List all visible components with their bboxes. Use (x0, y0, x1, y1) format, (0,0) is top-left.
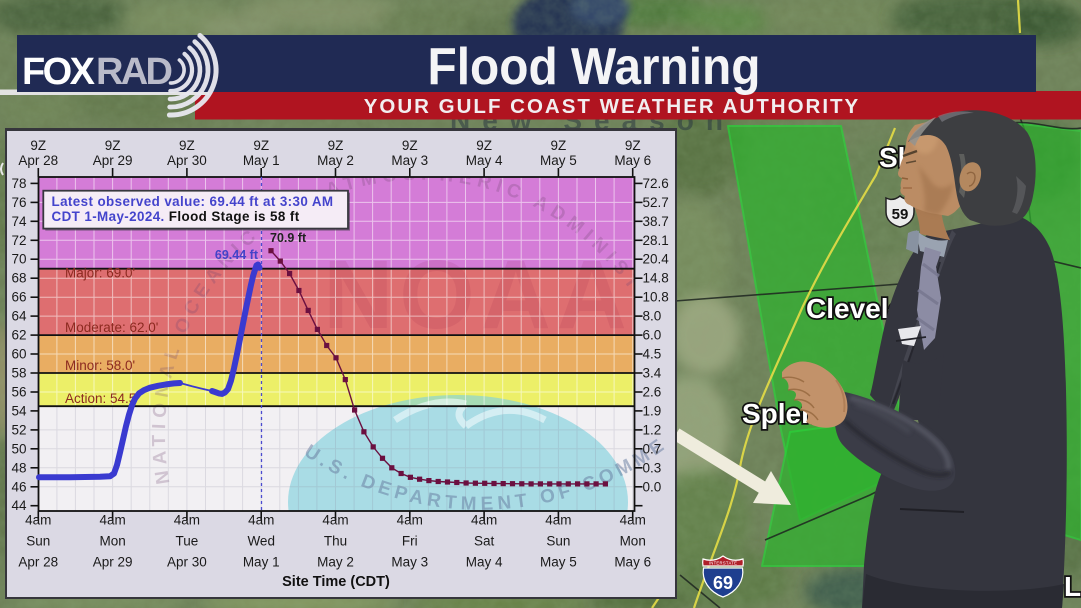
svg-text:52: 52 (11, 422, 26, 437)
svg-text:Major: 69.0': Major: 69.0' (65, 266, 135, 281)
svg-text:1.9: 1.9 (643, 403, 662, 418)
svg-text:May 1: May 1 (243, 153, 280, 168)
svg-text:0.0: 0.0 (643, 479, 662, 494)
svg-text:74: 74 (11, 214, 27, 229)
svg-text:4am: 4am (99, 513, 125, 528)
svg-text:58: 58 (11, 366, 26, 381)
svg-text:50: 50 (11, 441, 26, 456)
svg-text:May 2: May 2 (317, 555, 354, 570)
svg-text:59: 59 (892, 206, 909, 223)
svg-text:NOAA: NOAA (323, 240, 633, 349)
svg-text:10.8: 10.8 (643, 290, 669, 305)
svg-text:Fri: Fri (402, 534, 418, 549)
svg-text:Moderate: 62.0': Moderate: 62.0' (65, 320, 158, 335)
svg-text:1.2: 1.2 (643, 422, 662, 437)
svg-text:4am: 4am (620, 513, 646, 528)
svg-text:0.7: 0.7 (643, 441, 662, 456)
svg-text:9Z: 9Z (328, 138, 344, 153)
svg-text:4am: 4am (174, 513, 200, 528)
svg-text:Sat: Sat (474, 534, 495, 549)
svg-text:69.44 ft: 69.44 ft (215, 248, 259, 262)
svg-text:72: 72 (11, 233, 26, 248)
svg-text:62: 62 (11, 328, 26, 343)
svg-text:4am: 4am (545, 513, 571, 528)
svg-text:INTERSTATE: INTERSTATE (709, 561, 737, 566)
svg-text:Apr 28: Apr 28 (18, 153, 58, 168)
svg-text:54: 54 (11, 403, 27, 418)
svg-text:9Z: 9Z (179, 138, 195, 153)
svg-text:9Z: 9Z (30, 138, 46, 153)
svg-text:Tue: Tue (176, 534, 199, 549)
svg-text:70: 70 (11, 252, 26, 267)
svg-text:Apr 30: Apr 30 (167, 153, 207, 168)
svg-text:May 6: May 6 (614, 153, 651, 168)
svg-text:76: 76 (11, 195, 26, 210)
svg-text:9Z: 9Z (105, 138, 121, 153)
svg-text:Wed: Wed (247, 534, 275, 549)
svg-text:20.4: 20.4 (643, 252, 670, 267)
svg-text:Latest observed value: 69.44 f: Latest observed value: 69.44 ft at 3:30 … (52, 194, 334, 209)
svg-text:60: 60 (11, 347, 26, 362)
svg-text:May 3: May 3 (391, 153, 428, 168)
svg-text:66: 66 (11, 290, 26, 305)
svg-text:46: 46 (11, 479, 26, 494)
svg-text:52.7: 52.7 (643, 195, 669, 210)
svg-text:3.4: 3.4 (643, 366, 662, 381)
svg-text:9Z: 9Z (402, 138, 418, 153)
svg-text:6.0: 6.0 (643, 328, 662, 343)
svg-text:May 5: May 5 (540, 153, 577, 168)
svg-text:69: 69 (713, 573, 733, 593)
svg-text:64: 64 (11, 309, 27, 324)
svg-text:48: 48 (11, 460, 26, 475)
svg-text:Apr 29: Apr 29 (93, 555, 133, 570)
svg-text:May 4: May 4 (466, 555, 503, 570)
svg-text:28.1: 28.1 (643, 233, 669, 248)
svg-text:38.7: 38.7 (643, 214, 669, 229)
svg-text:68: 68 (11, 271, 26, 286)
svg-text:Apr 30: Apr 30 (167, 555, 207, 570)
svg-text:4am: 4am (471, 513, 497, 528)
svg-text:Minor: 58.0': Minor: 58.0' (65, 358, 135, 373)
svg-text:Site Time (CDT): Site Time (CDT) (282, 574, 390, 590)
svg-text:May 2: May 2 (317, 153, 354, 168)
svg-text:14.8: 14.8 (643, 271, 669, 286)
svg-text:CDT 1-May-2024. Flood Stage is: CDT 1-May-2024. Flood Stage is 58 ft (52, 209, 300, 224)
svg-text:Mon: Mon (99, 534, 125, 549)
svg-text:4am: 4am (25, 513, 51, 528)
svg-text:9Z: 9Z (253, 138, 269, 153)
svg-text:Sun: Sun (546, 534, 570, 549)
svg-text:FOX: FOX (22, 51, 96, 93)
svg-text:4am: 4am (322, 513, 348, 528)
svg-text:Lib: Lib (1064, 571, 1081, 602)
svg-text:Apr 29: Apr 29 (93, 153, 133, 168)
svg-text:56: 56 (11, 385, 26, 400)
svg-text:May 5: May 5 (540, 555, 577, 570)
svg-text:May 6: May 6 (614, 555, 651, 570)
svg-text:44: 44 (11, 498, 27, 513)
svg-text:Flood Warning: Flood Warning (428, 38, 761, 96)
svg-text:70.9 ft: 70.9 ft (270, 231, 307, 245)
svg-text:9Z: 9Z (625, 138, 641, 153)
svg-text:72.6: 72.6 (643, 176, 669, 191)
svg-text:0.3: 0.3 (643, 460, 662, 475)
svg-text:Apr 28: Apr 28 (18, 555, 58, 570)
svg-text:8.0: 8.0 (643, 309, 662, 324)
svg-text:Action: 54.5': Action: 54.5' (65, 391, 139, 406)
svg-text:Mon: Mon (620, 534, 646, 549)
svg-text:4am: 4am (397, 513, 423, 528)
svg-text:May 1: May 1 (243, 555, 280, 570)
svg-text:YOUR GULF COAST WEATHER AUTHOR: YOUR GULF COAST WEATHER AUTHORITY (364, 95, 860, 118)
svg-text:4.5: 4.5 (643, 347, 662, 362)
svg-text:2.6: 2.6 (643, 385, 662, 400)
svg-text:RAD: RAD (96, 51, 172, 93)
svg-text:Thu: Thu (324, 534, 347, 549)
svg-text:78: 78 (11, 176, 26, 191)
svg-text:9Z: 9Z (551, 138, 567, 153)
svg-text:Sun: Sun (26, 534, 50, 549)
svg-text:May 3: May 3 (391, 555, 428, 570)
svg-text:4am: 4am (248, 513, 274, 528)
svg-text:9Z: 9Z (476, 138, 492, 153)
svg-text:May 4: May 4 (466, 153, 503, 168)
